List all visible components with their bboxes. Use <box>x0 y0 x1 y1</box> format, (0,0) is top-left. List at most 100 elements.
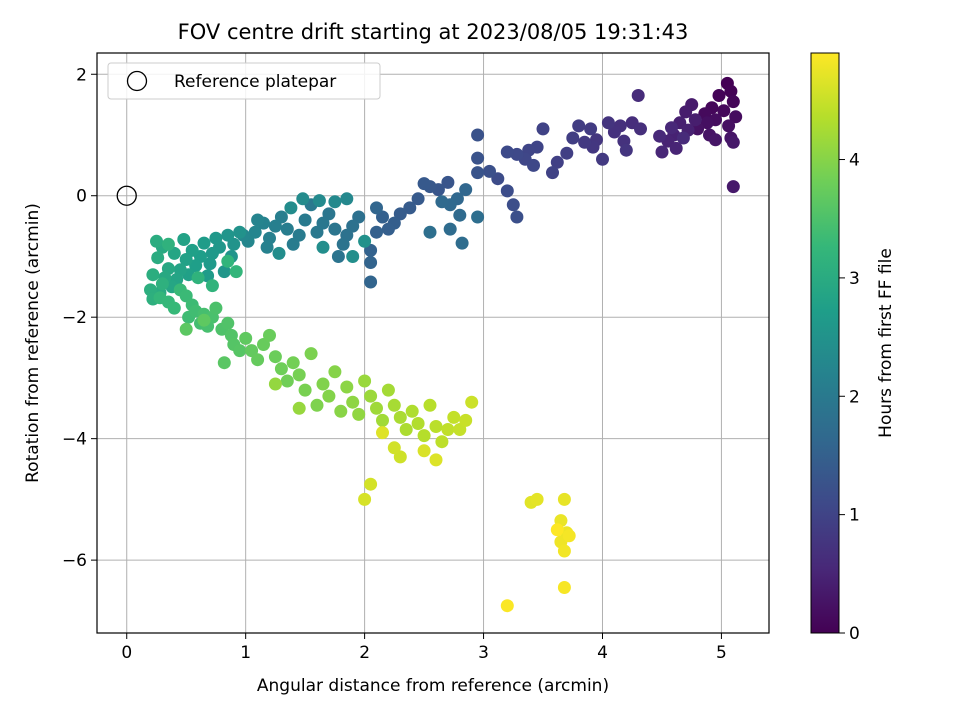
y-tick-label: 0 <box>76 187 87 207</box>
data-point <box>233 225 247 239</box>
data-point <box>584 122 598 136</box>
data-point <box>155 277 169 291</box>
x-tick-label: 4 <box>597 643 608 663</box>
data-point <box>280 222 294 236</box>
data-point <box>286 237 300 251</box>
data-point <box>465 395 479 409</box>
data-point <box>233 344 247 358</box>
data-point <box>381 222 395 236</box>
legend-marker-reference <box>126 70 148 92</box>
data-point <box>471 128 485 142</box>
data-point <box>500 184 514 198</box>
data-point <box>669 141 683 155</box>
data-point <box>441 423 455 436</box>
data-point <box>203 257 217 271</box>
data-point <box>459 183 473 197</box>
y-axis-ticks: 2 0 −2 −4 −6 <box>62 65 97 571</box>
data-point <box>292 401 306 415</box>
data-point <box>358 234 372 248</box>
data-point <box>417 177 431 191</box>
data-point <box>387 441 401 455</box>
data-point <box>665 121 678 135</box>
data-point <box>251 353 265 367</box>
data-point <box>209 231 223 245</box>
legend: Reference platepar <box>107 62 381 100</box>
data-point <box>263 328 276 342</box>
data-point <box>435 435 449 449</box>
data-point <box>726 135 740 149</box>
data-point <box>177 233 191 246</box>
data-point <box>399 423 413 436</box>
data-point <box>284 201 298 215</box>
y-tick-label: −6 <box>62 551 87 571</box>
data-point <box>453 208 467 222</box>
plot-frame <box>96 52 770 634</box>
legend-label-reference: Reference platepar <box>174 72 336 92</box>
data-point <box>268 377 282 391</box>
data-point <box>197 313 211 327</box>
data-point <box>676 131 690 145</box>
x-tick-label: 0 <box>121 643 132 663</box>
data-point <box>221 228 235 242</box>
data-point <box>423 398 437 412</box>
data-point <box>557 581 571 594</box>
data-point <box>364 275 378 289</box>
data-point <box>376 413 389 427</box>
colorbar-tick-label: 2 <box>849 387 860 407</box>
data-point <box>572 119 586 133</box>
data-point <box>653 129 667 143</box>
data-point <box>151 251 165 265</box>
data-point <box>634 122 647 136</box>
data-point <box>550 155 564 169</box>
data-point <box>167 301 181 315</box>
legend-box <box>107 62 381 100</box>
data-point <box>191 271 205 285</box>
data-point <box>429 420 443 433</box>
data-point <box>417 444 431 458</box>
data-point <box>566 131 580 145</box>
data-point <box>205 246 219 260</box>
data-point <box>411 192 425 206</box>
data-point <box>709 133 722 147</box>
x-tick-label: 2 <box>359 643 370 663</box>
data-point <box>530 492 544 506</box>
data-point <box>189 259 203 273</box>
data-point <box>700 116 714 130</box>
data-point <box>358 374 372 388</box>
data-point <box>370 201 383 215</box>
x-tick-label: 1 <box>240 643 251 663</box>
data-point <box>328 222 342 236</box>
data-point <box>274 362 288 376</box>
data-point <box>370 401 383 415</box>
data-point <box>316 377 330 391</box>
chart-title: FOV centre drift starting at 2023/08/05 … <box>178 20 689 44</box>
data-point <box>370 225 383 239</box>
colorbar-tick-label: 3 <box>849 269 860 289</box>
data-point <box>298 213 312 227</box>
data-point <box>724 84 738 98</box>
data-point <box>550 523 564 537</box>
data-point <box>557 492 571 506</box>
data-point <box>688 113 702 127</box>
y-axis-label: Rotation from reference (arcmin) <box>23 203 43 483</box>
x-axis-label: Angular distance from reference (arcmin) <box>257 676 609 696</box>
data-point <box>364 389 378 403</box>
data-point <box>411 417 425 430</box>
data-point <box>471 210 485 224</box>
data-point <box>298 383 312 397</box>
data-point <box>601 116 615 130</box>
data-point <box>268 350 282 364</box>
data-point <box>336 237 350 251</box>
data-point <box>304 347 318 361</box>
data-point <box>292 368 306 382</box>
data-point <box>251 213 265 227</box>
data-point <box>328 365 342 379</box>
colorbar: 0 1 2 3 4 Hours from first FF file <box>810 52 896 644</box>
data-point <box>722 119 736 133</box>
data-point <box>443 222 457 236</box>
data-point <box>239 331 253 345</box>
data-point <box>510 210 524 224</box>
data-point <box>483 164 496 178</box>
y-tick-label: 2 <box>76 65 87 85</box>
data-point <box>322 207 336 221</box>
